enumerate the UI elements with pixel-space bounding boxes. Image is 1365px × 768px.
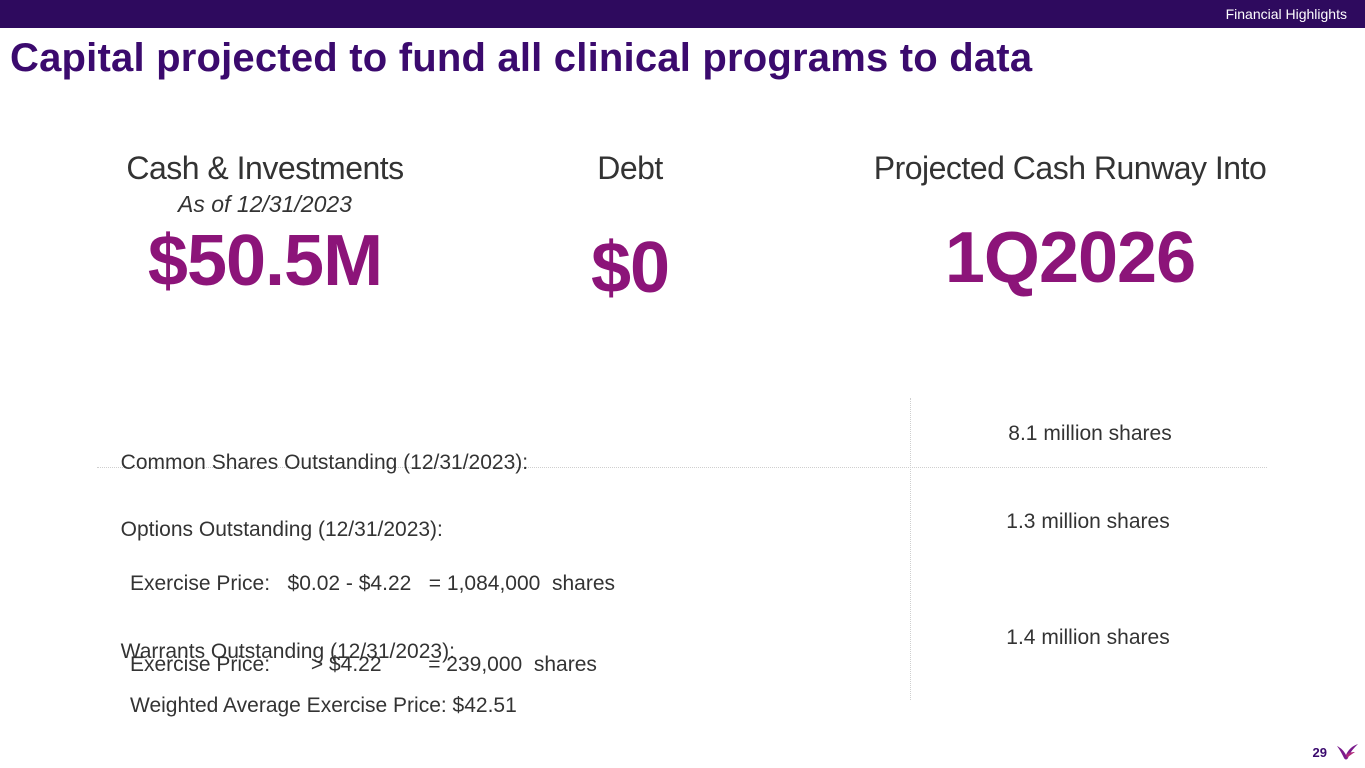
section-label: Financial Highlights [1225,6,1347,22]
table-column-divider [910,398,911,700]
row-title: Options Outstanding (12/31/2023): [120,518,443,541]
row-detail: Weighted Average Exercise Price: $42.51 [130,694,517,717]
table-row-divider [97,467,1267,468]
table-row-warrants: Warrants Outstanding (12/31/2023): Weigh… [109,611,517,746]
page-title: Capital projected to fund all clinical p… [10,36,1033,80]
table-row-options: Options Outstanding (12/31/2023): Exerci… [109,489,615,705]
metric-runway: Projected Cash Runway Into 1Q2026 [850,150,1290,299]
metric-cash-date: As of 12/31/2023 [178,191,352,217]
metric-debt: Debt $0 [530,150,730,309]
row-detail: Exercise Price: $0.02 - $4.22 = 1,084,00… [130,572,616,595]
metric-debt-value: $0 [590,228,670,308]
row-value-warrants: 1.4 million shares [1006,626,1170,649]
table-row-common-shares: Common Shares Outstanding (12/31/2023): [109,422,528,476]
metric-cash: Cash & Investments As of 12/31/2023 $50.… [100,150,430,302]
metric-cash-value: $50.5M [147,221,383,301]
metric-cash-label: Cash & Investments [126,150,404,186]
row-title: Warrants Outstanding (12/31/2023): [120,640,455,663]
row-title: Common Shares Outstanding (12/31/2023): [120,451,529,474]
header-bar: Financial Highlights [0,0,1365,28]
bird-logo-icon [1337,744,1358,760]
metric-debt-label: Debt [597,150,663,186]
row-detail: Exercise Price: > $4.22 = 239,000 shares [130,653,597,676]
row-value-options: 1.3 million shares [1006,510,1170,533]
row-value-common-shares: 8.1 million shares [1008,422,1172,445]
metric-runway-label: Projected Cash Runway Into [873,150,1267,186]
metric-runway-value: 1Q2026 [944,218,1196,298]
page-number: 29 [1312,745,1327,760]
